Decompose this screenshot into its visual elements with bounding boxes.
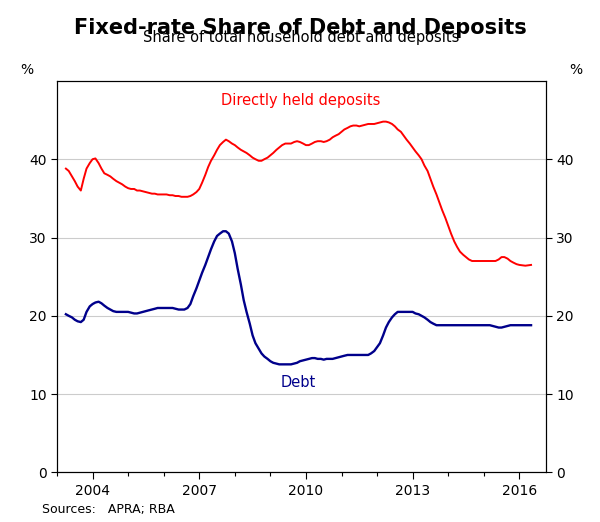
Text: Sources:   APRA; RBA: Sources: APRA; RBA (42, 503, 175, 516)
Text: Debt: Debt (281, 375, 316, 389)
Text: %: % (569, 63, 583, 77)
Title: Share of total household debt and deposits: Share of total household debt and deposi… (143, 30, 460, 45)
Text: Fixed-rate Share of Debt and Deposits: Fixed-rate Share of Debt and Deposits (74, 18, 526, 38)
Text: %: % (20, 63, 34, 77)
Text: Directly held deposits: Directly held deposits (221, 93, 380, 109)
